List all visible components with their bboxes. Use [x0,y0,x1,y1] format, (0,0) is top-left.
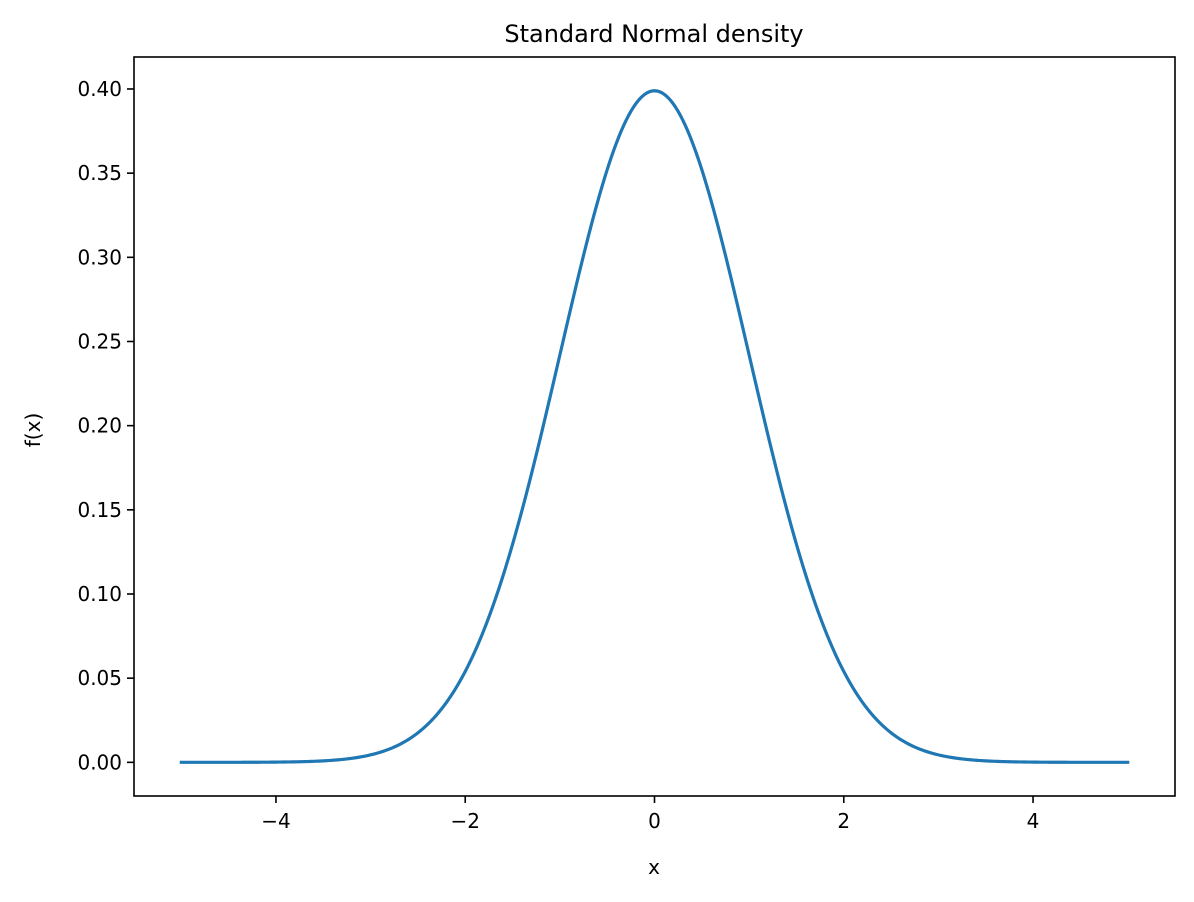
y-tick-label: 0.05 [77,666,122,690]
x-axis-label: x [648,855,660,879]
series-line-0 [179,89,1130,764]
y-tick-label: 0.15 [77,498,122,522]
x-tick-label: −2 [450,809,479,833]
y-tick-label: 0.25 [77,329,122,353]
x-tick-label: 0 [648,809,661,833]
y-tick-label: 0.40 [77,77,122,101]
y-tick-label: 0.20 [77,414,122,438]
y-axis-label: f(x) [21,413,45,447]
y-tick-label: 0.35 [77,161,122,185]
y-tick-label: 0.10 [77,582,122,606]
y-tick-label: 0.30 [77,245,122,269]
y-tick-label: 0.00 [77,750,122,774]
x-tick-label: −4 [261,809,290,833]
x-tick-label: 4 [1027,809,1040,833]
x-tick-label: 2 [837,809,850,833]
chart-title: Standard Normal density [504,20,803,48]
